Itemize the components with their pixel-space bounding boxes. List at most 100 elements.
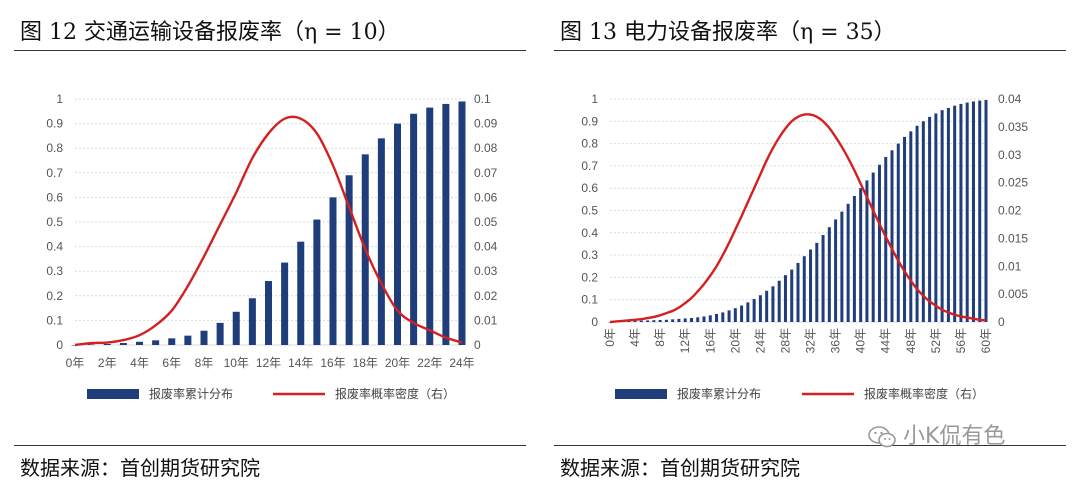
y-left-tick-label: 0.4	[581, 226, 598, 240]
y-left-tick-label: 0.6	[581, 181, 598, 195]
y-left-tick-label: 0.5	[46, 215, 63, 229]
bar	[815, 242, 819, 322]
chart-transport: 0 0.1 0.2 0.3 0.4 0.5 0.6 0.7 0.8 0.9 1 0 0.01 0.02 0.…	[46, 92, 498, 401]
x-tick-label: 32年	[804, 328, 818, 353]
y-left-tick-label: 0.7	[46, 166, 63, 180]
legend-line-label: 报废率概率密度（右）	[864, 386, 984, 401]
y-right-tick-label: 0.02	[474, 289, 498, 303]
bar	[426, 107, 434, 345]
series-line	[609, 113, 987, 324]
bar	[740, 305, 744, 322]
bar	[696, 317, 700, 322]
bar	[721, 312, 725, 322]
figure-title: 图 13 电力设备报废率（η = 35）	[560, 20, 896, 45]
figure-title: 图 12 交通运输设备报废率（η = 10）	[20, 20, 400, 45]
x-tick-label: 20年	[385, 356, 410, 370]
x-tick-label: 16年	[320, 356, 345, 370]
y-left-tick-label: 0	[591, 315, 598, 329]
x-tick-label: 0年	[603, 328, 617, 347]
bar	[915, 125, 919, 322]
x-tick-label: 8年	[195, 356, 214, 370]
x-tick-label: 18年	[353, 356, 378, 370]
bar	[702, 316, 706, 322]
x-tick-label: 4年	[130, 356, 149, 370]
bar	[802, 256, 806, 322]
x-tick-label: 0年	[66, 356, 85, 370]
bar	[652, 320, 656, 322]
y-left-tick-label: 0.9	[581, 114, 598, 128]
chart-panel-power: 图 13 电力设备报废率（η = 35） 0 0.1 0.2 0.3 0.4 0.5 0.6…	[540, 0, 1080, 488]
y-left-tick-label: 0.3	[581, 248, 598, 262]
bar	[168, 338, 176, 345]
y-right-tick-label: 0.04	[474, 240, 498, 254]
legend-bar-swatch	[87, 389, 139, 399]
bar	[639, 320, 643, 322]
x-tick-label: 16年	[703, 328, 717, 353]
bar	[758, 295, 762, 322]
bar	[200, 330, 208, 345]
x-tick-label: 20年	[728, 328, 742, 353]
y-left-tick-label: 0.8	[581, 137, 598, 151]
bar	[821, 235, 825, 322]
bar	[184, 335, 192, 345]
bar	[928, 116, 932, 322]
x-tick-label: 24年	[449, 356, 474, 370]
source-divider	[554, 445, 1066, 446]
bar	[752, 299, 756, 322]
y-right-tick-label: 0	[474, 338, 481, 352]
bar	[834, 219, 838, 322]
bar	[827, 227, 831, 322]
y-left-tick-label: 0.6	[46, 190, 63, 204]
bar	[940, 110, 944, 323]
bar	[708, 315, 712, 322]
y-right-tick-label: 0.03	[474, 264, 498, 278]
x-tick-label: 14年	[288, 356, 313, 370]
legend-line-label: 报废率概率密度（右）	[335, 386, 455, 401]
bar	[677, 318, 681, 322]
bar	[846, 203, 850, 322]
data-source: 数据来源：首创期货研究院	[20, 456, 260, 480]
x-tick-label: 6年	[162, 356, 181, 370]
bar	[733, 308, 737, 322]
bar	[683, 318, 687, 322]
y-right-tick-label: 0.035	[998, 120, 1028, 134]
bar	[658, 319, 662, 322]
bar	[671, 319, 675, 322]
bar	[765, 290, 769, 322]
chart-panel-transport: 图 12 交通运输设备报废率（η = 10） 0 0.1 0.2 0.3 0.4 0.5 0…	[14, 20, 526, 480]
bar	[345, 175, 353, 345]
x-tick-label: 12年	[256, 356, 281, 370]
x-tick-label: 28年	[778, 328, 792, 353]
bar	[934, 113, 938, 322]
bar	[216, 322, 224, 345]
y-right-tick-label: 0.1	[474, 92, 491, 106]
y-left-tick-label: 0.4	[46, 240, 63, 254]
x-tick-label: 8年	[653, 328, 667, 347]
y-left-tick-label: 0.2	[581, 270, 598, 284]
bar	[458, 101, 466, 346]
bar	[965, 102, 969, 323]
bar	[852, 196, 856, 322]
bar	[909, 131, 913, 322]
x-tick-label: 2年	[98, 356, 117, 370]
y-left-tick-label: 0.7	[581, 159, 598, 173]
bar	[777, 280, 781, 322]
x-tick-label: 24年	[753, 328, 767, 353]
bar	[313, 219, 321, 345]
bar	[664, 319, 668, 322]
bar	[871, 172, 875, 322]
data-source: 数据来源：首创期货研究院	[560, 456, 800, 480]
bar	[746, 302, 750, 322]
bar	[248, 298, 256, 345]
bar	[689, 317, 693, 322]
bar	[884, 156, 888, 322]
x-tick-label: 36年	[829, 328, 843, 353]
bar	[281, 262, 289, 345]
wechat-icon	[868, 426, 896, 448]
legend-bar-label: 报废率累计分布	[677, 386, 761, 401]
x-tick-label: 52年	[929, 328, 943, 353]
y-right-tick-label: 0.005	[998, 287, 1028, 301]
y-right-tick-label: 0.08	[474, 141, 498, 155]
bar	[783, 275, 787, 322]
y-left-tick-label: 1	[56, 92, 63, 106]
